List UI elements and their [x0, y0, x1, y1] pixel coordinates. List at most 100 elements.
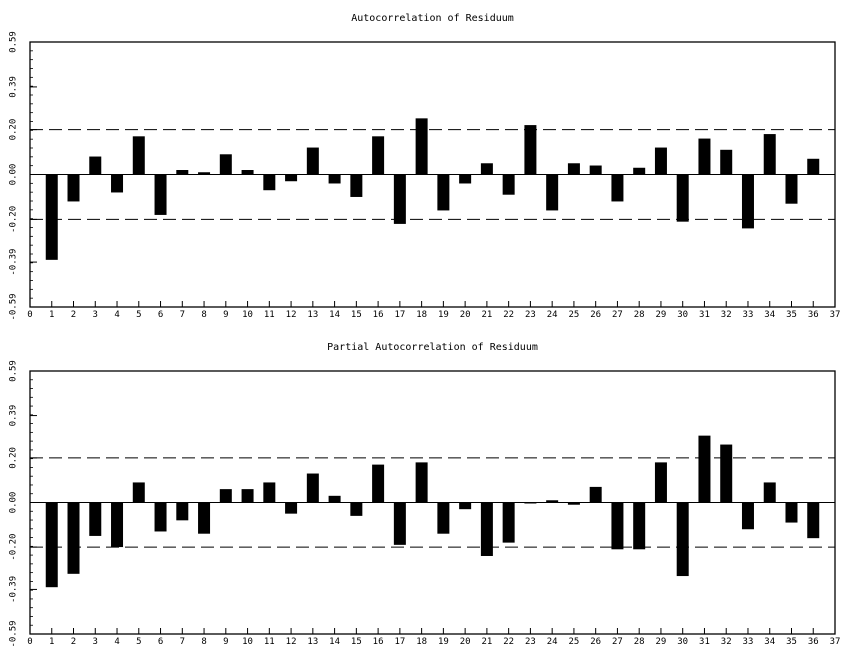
x-tick-label: 5 [136, 310, 141, 320]
x-tick-label: 24 [547, 310, 558, 320]
bar-lag-29 [654, 462, 667, 503]
bar-lag-2 [67, 502, 80, 574]
x-tick-label: 6 [158, 637, 163, 647]
bar-lag-12 [285, 502, 298, 514]
y-tick-label: 0.39 [9, 405, 19, 427]
x-tick-label: 22 [503, 637, 514, 647]
bar-lag-23 [524, 502, 537, 504]
y-tick-label: 0.00 [9, 164, 19, 186]
bar-lag-16 [372, 464, 385, 503]
bar-lag-17 [393, 174, 406, 224]
bar-lag-8 [198, 172, 211, 175]
y-tick-label: 0.20 [9, 119, 19, 141]
x-tick-label: 3 [93, 310, 98, 320]
bar-lag-1 [45, 502, 58, 588]
x-tick-label: 36 [808, 310, 819, 320]
bar-lag-21 [480, 163, 493, 175]
x-tick-label: 32 [721, 310, 732, 320]
bar-lag-36 [807, 158, 820, 175]
x-tick-label: 9 [223, 310, 228, 320]
bar-lag-33 [741, 502, 754, 530]
x-tick-label: 2 [71, 310, 76, 320]
x-tick-label: 18 [416, 310, 427, 320]
bar-lag-3 [89, 502, 102, 536]
x-tick-label: 1 [49, 310, 54, 320]
y-tick-label: -0.39 [9, 249, 19, 276]
bar-lag-24 [546, 500, 559, 503]
bar-lag-27 [611, 174, 624, 202]
x-tick-label: 27 [612, 310, 623, 320]
y-tick-label: -0.20 [9, 534, 19, 561]
bar-lag-4 [111, 174, 124, 193]
x-tick-label: 35 [786, 310, 797, 320]
bar-lag-29 [654, 147, 667, 175]
bar-lag-21 [480, 502, 493, 556]
y-tick-label: -0.59 [9, 293, 19, 320]
bar-lag-5 [132, 136, 145, 175]
bar-lag-15 [350, 174, 363, 197]
bar-lag-32 [720, 444, 733, 503]
x-tick-label: 33 [743, 637, 754, 647]
x-tick-label: 33 [743, 310, 754, 320]
y-tick-label: 0.20 [9, 447, 19, 469]
x-tick-label: 1 [49, 637, 54, 647]
bar-lag-6 [154, 502, 167, 532]
y-tick-label: 0.59 [9, 31, 19, 53]
bar-lag-35 [785, 174, 798, 204]
x-tick-label: 31 [699, 310, 710, 320]
x-tick-label: 31 [699, 637, 710, 647]
x-tick-label: 16 [373, 310, 384, 320]
x-tick-label: 4 [114, 310, 119, 320]
x-tick-label: 14 [329, 310, 340, 320]
bar-lag-12 [285, 174, 298, 182]
x-tick-label: 28 [634, 310, 645, 320]
bar-lag-18 [415, 118, 428, 175]
x-tick-label: 11 [264, 310, 275, 320]
bar-lag-35 [785, 502, 798, 523]
y-tick-label: -0.59 [9, 620, 19, 647]
bar-lag-8 [198, 502, 211, 534]
x-tick-label: 23 [525, 310, 536, 320]
x-tick-label: 25 [568, 310, 579, 320]
bar-lag-4 [111, 502, 124, 548]
x-tick-label: 7 [180, 637, 185, 647]
x-tick-label: 10 [242, 637, 253, 647]
bar-lag-10 [241, 170, 254, 175]
x-tick-label: 17 [394, 637, 405, 647]
y-tick-label: 0.39 [9, 76, 19, 98]
x-tick-label: 8 [201, 637, 206, 647]
x-tick-label: 34 [764, 637, 775, 647]
bar-lag-24 [546, 174, 559, 211]
x-tick-label: 28 [634, 637, 645, 647]
bar-lag-30 [676, 502, 689, 577]
bar-lag-30 [676, 174, 689, 222]
x-tick-label: 0 [27, 310, 32, 320]
bar-lag-9 [219, 154, 232, 175]
x-tick-label: 21 [481, 637, 492, 647]
x-tick-label: 34 [764, 310, 775, 320]
bar-lag-32 [720, 149, 733, 175]
bar-lag-22 [502, 502, 515, 543]
bar-lag-27 [611, 502, 624, 550]
bar-lag-31 [698, 435, 711, 503]
x-tick-label: 20 [460, 637, 471, 647]
bar-lag-9 [219, 489, 232, 503]
x-tick-label: 3 [93, 637, 98, 647]
x-tick-label: 10 [242, 310, 253, 320]
x-tick-label: 37 [830, 637, 841, 647]
bar-lag-36 [807, 502, 820, 539]
y-tick-label: -0.20 [9, 206, 19, 233]
bar-lag-33 [741, 174, 754, 229]
bar-lag-34 [763, 134, 776, 175]
bar-lag-20 [459, 502, 472, 510]
x-tick-label: 9 [223, 637, 228, 647]
x-tick-label: 19 [438, 637, 449, 647]
x-tick-label: 5 [136, 637, 141, 647]
y-tick-label: -0.39 [9, 576, 19, 603]
x-tick-label: 13 [307, 310, 318, 320]
bar-lag-13 [306, 147, 319, 175]
bar-lag-25 [567, 502, 580, 505]
bar-lag-18 [415, 462, 428, 503]
bar-lag-10 [241, 489, 254, 503]
